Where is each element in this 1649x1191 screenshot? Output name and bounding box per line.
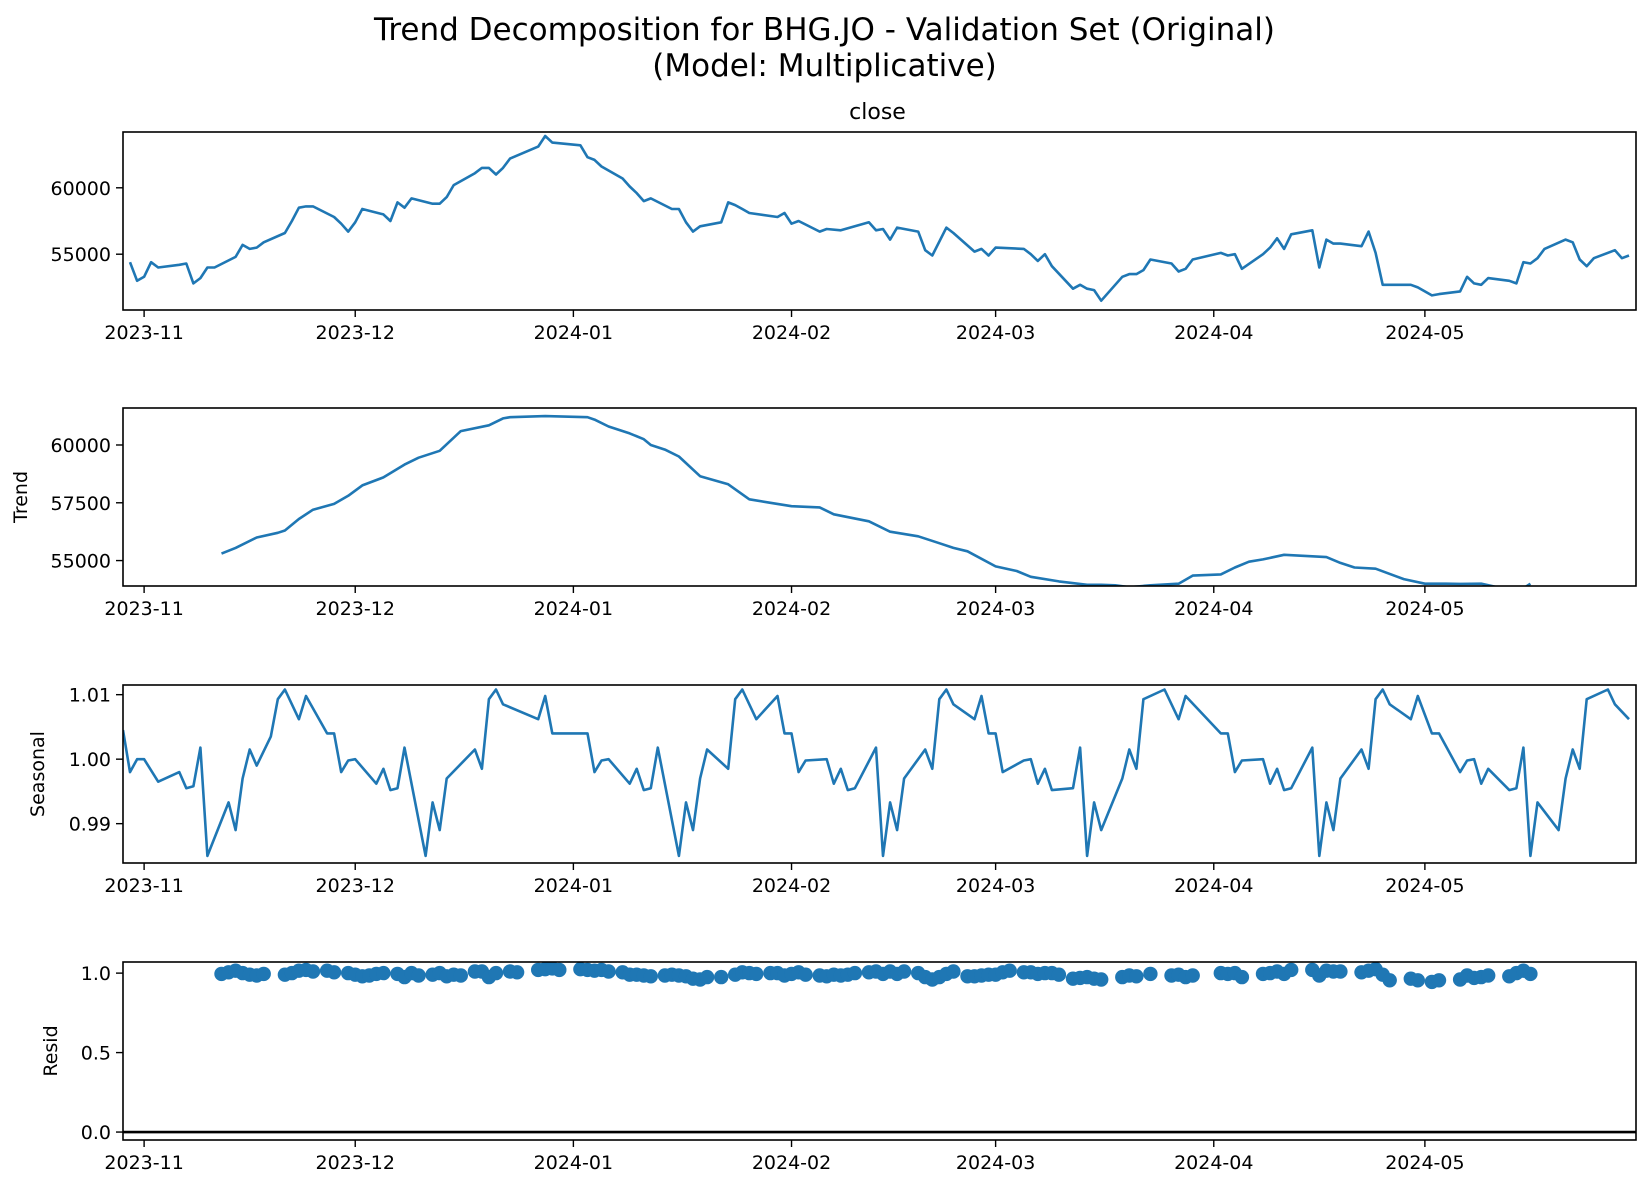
x-tick-label: 2024-01 bbox=[534, 875, 613, 897]
resid-point bbox=[1431, 973, 1447, 988]
y-tick-label: 1.01 bbox=[69, 685, 111, 707]
x-tick-label: 2024-04 bbox=[1174, 598, 1253, 620]
panel-2: 2023-11 2023-12 2024-01 2024-02 2024-03 2024-… bbox=[10, 407, 1637, 620]
y-axis-label: Resid bbox=[40, 1025, 62, 1076]
figure-title-line-2: (Model: Multiplicative) bbox=[652, 48, 997, 84]
resid-point bbox=[1051, 967, 1067, 982]
x-tick-label: 2024-04 bbox=[1174, 322, 1253, 344]
axes-frame bbox=[122, 131, 1637, 311]
x-tick-label: 2024-05 bbox=[1385, 322, 1464, 344]
series-line bbox=[221, 414, 1532, 586]
resid-point bbox=[798, 967, 813, 982]
x-tick-label: 2024-02 bbox=[752, 875, 831, 897]
series-line bbox=[123, 688, 1630, 858]
y-tick-label: 60000 bbox=[51, 178, 111, 200]
y-tick-label: 1.00 bbox=[69, 749, 111, 771]
resid-point bbox=[1234, 969, 1250, 985]
y-tick-label: 0.0 bbox=[81, 1122, 111, 1144]
axes-frame bbox=[122, 407, 1637, 587]
resid-point bbox=[847, 965, 863, 981]
x-tick-label: 2024-01 bbox=[534, 322, 613, 344]
y-tick-label: 0.5 bbox=[81, 1043, 111, 1065]
resid-point bbox=[1410, 973, 1426, 988]
resid-point bbox=[1523, 966, 1538, 982]
resid-point bbox=[1382, 973, 1397, 988]
resid-point bbox=[1002, 963, 1017, 978]
y-tick-label: 1.0 bbox=[81, 963, 111, 985]
resid-point bbox=[714, 969, 729, 985]
plot-area bbox=[123, 962, 1636, 1134]
x-tick-label: 2024-04 bbox=[1174, 1152, 1253, 1174]
panel-1: 2023-11 2023-12 2024-01 2024-02 2024-03 2024-… bbox=[51, 100, 1637, 344]
axes-frame bbox=[122, 684, 1637, 864]
x-tick-label: 2024-05 bbox=[1385, 598, 1464, 620]
x-tick-label: 2023-11 bbox=[104, 875, 183, 897]
x-tick-label: 2024-01 bbox=[534, 1152, 613, 1174]
x-tick-label: 2024-02 bbox=[752, 322, 831, 344]
series-line bbox=[128, 134, 1630, 302]
subplot-title: close bbox=[849, 100, 906, 125]
panel-4: 2023-11 2023-12 2024-01 2024-02 2024-03 2024-… bbox=[40, 961, 1637, 1174]
plot-area bbox=[128, 134, 1630, 302]
x-tick-label: 2024-05 bbox=[1385, 1152, 1464, 1174]
resid-point bbox=[453, 968, 468, 983]
x-tick-label: 2024-02 bbox=[752, 1152, 831, 1174]
x-tick-label: 2023-12 bbox=[316, 322, 395, 344]
resid-point bbox=[643, 969, 658, 984]
x-tick-label: 2023-11 bbox=[104, 598, 183, 620]
y-tick-label: 57500 bbox=[51, 493, 111, 515]
resid-point bbox=[1094, 972, 1109, 987]
x-tick-label: 2023-11 bbox=[104, 322, 183, 344]
x-tick-label: 2023-11 bbox=[104, 1152, 183, 1174]
resid-point bbox=[552, 962, 567, 978]
resid-point bbox=[699, 969, 715, 985]
resid-point bbox=[946, 964, 961, 979]
resid-point bbox=[1129, 969, 1144, 984]
panel-3: 2023-11 2023-12 2024-01 2024-02 2024-03 2024-… bbox=[27, 684, 1637, 897]
x-tick-label: 2024-03 bbox=[956, 875, 1035, 897]
x-tick-label: 2024-03 bbox=[956, 598, 1035, 620]
y-tick-label: 55000 bbox=[51, 551, 111, 573]
resid-point bbox=[305, 964, 321, 979]
axes-frame bbox=[122, 961, 1637, 1141]
resid-point bbox=[411, 968, 426, 983]
y-axis-label: Trend bbox=[10, 471, 32, 524]
resid-point bbox=[1143, 966, 1158, 982]
resid-point bbox=[509, 965, 525, 980]
plot-area bbox=[123, 688, 1630, 858]
plot-area bbox=[221, 414, 1532, 586]
resid-point bbox=[326, 965, 342, 980]
x-tick-label: 2024-02 bbox=[752, 598, 831, 620]
x-tick-label: 2023-12 bbox=[316, 875, 395, 897]
x-tick-label: 2024-01 bbox=[534, 598, 613, 620]
resid-point bbox=[376, 965, 391, 981]
resid-point bbox=[601, 964, 616, 979]
resid-point bbox=[1284, 962, 1299, 978]
resid-point bbox=[1481, 968, 1496, 983]
resid-point bbox=[488, 965, 504, 981]
y-tick-label: 55000 bbox=[51, 244, 111, 266]
y-tick-label: 0.99 bbox=[69, 814, 111, 836]
resid-point bbox=[1185, 968, 1200, 983]
x-tick-label: 2024-03 bbox=[956, 1152, 1035, 1174]
figure-title-line-1: Trend Decomposition for BHG.JO - Validat… bbox=[373, 12, 1276, 48]
x-tick-label: 2024-03 bbox=[956, 322, 1035, 344]
resid-point bbox=[256, 966, 271, 982]
x-tick-label: 2023-12 bbox=[316, 598, 395, 620]
x-tick-label: 2024-04 bbox=[1174, 875, 1253, 897]
x-tick-label: 2023-12 bbox=[316, 1152, 395, 1174]
resid-point bbox=[896, 964, 912, 979]
x-tick-label: 2024-05 bbox=[1385, 875, 1464, 897]
y-axis-label: Seasonal bbox=[27, 731, 49, 817]
resid-point bbox=[749, 966, 764, 982]
y-tick-label: 60000 bbox=[51, 435, 111, 457]
resid-point bbox=[1333, 964, 1348, 979]
